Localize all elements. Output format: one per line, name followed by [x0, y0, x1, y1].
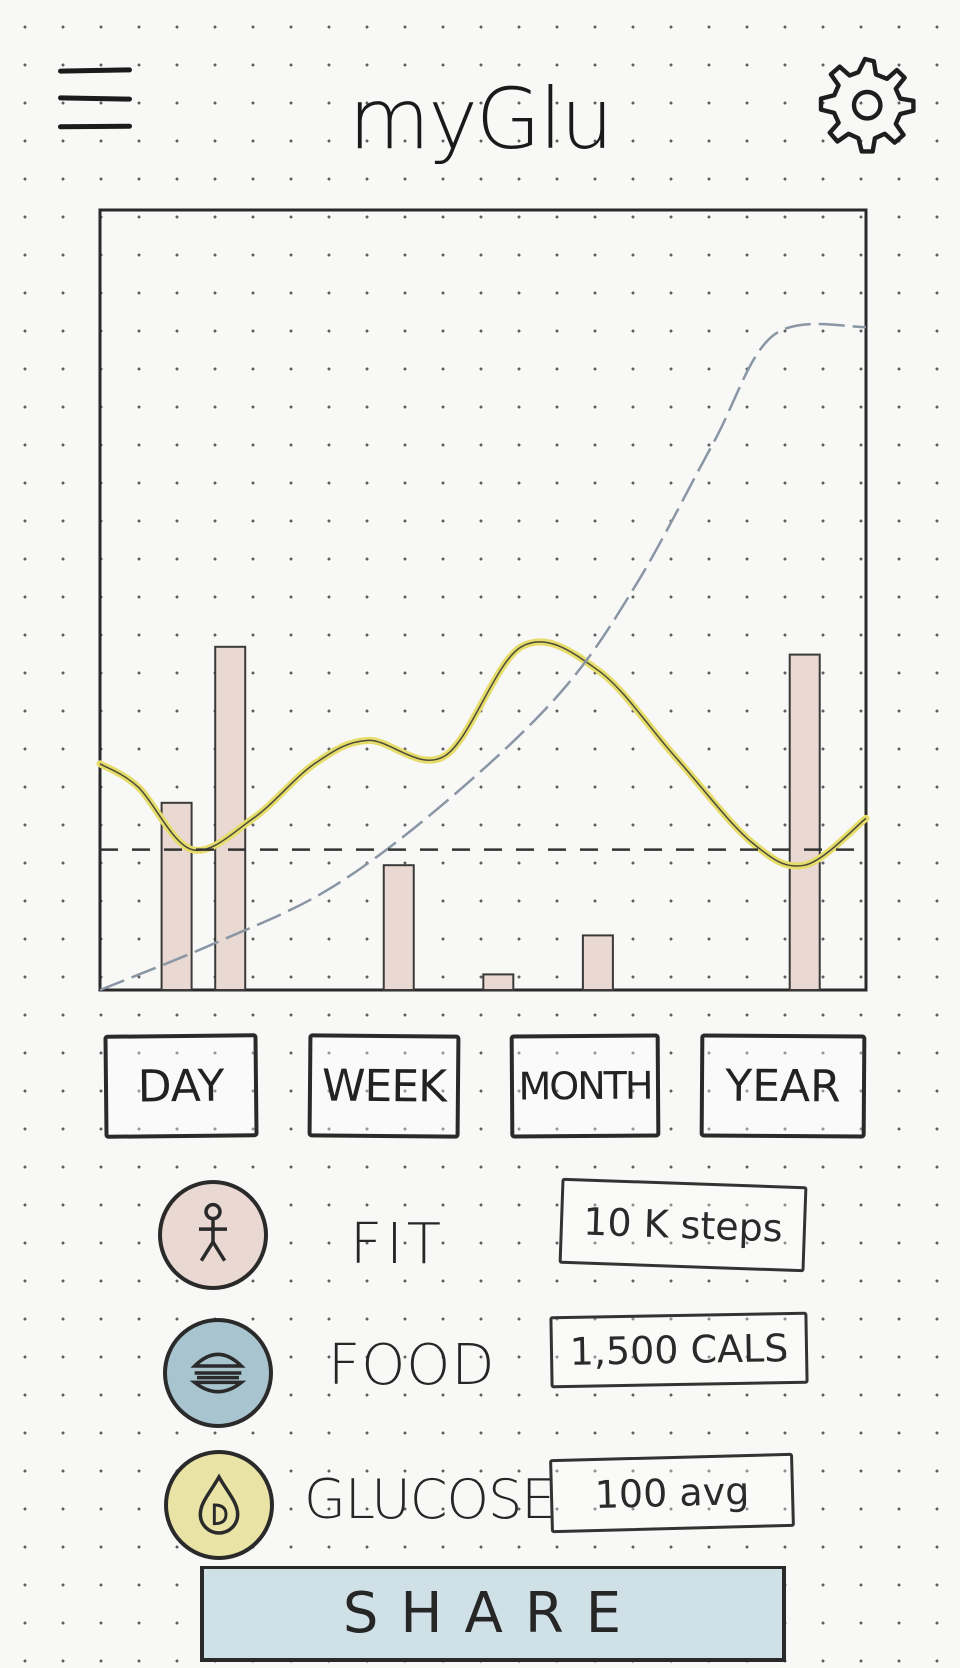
fit-label: FIT — [350, 1212, 445, 1277]
glucose-label: GLUCOSE — [304, 1468, 555, 1531]
blood-drop-graphic — [198, 1473, 240, 1535]
month-range-button[interactable]: MONTH — [509, 1033, 661, 1139]
glucose-value: 100 avg — [549, 1452, 795, 1534]
blood-drop-icon[interactable] — [164, 1450, 274, 1560]
trend-line — [99, 322, 867, 992]
gear-icon-graphic — [818, 56, 916, 154]
food-label: FOOD — [328, 1333, 496, 1398]
activity-bar — [214, 645, 247, 991]
gear-icon[interactable] — [810, 48, 920, 158]
day-range-button[interactable]: DAY — [103, 1033, 259, 1139]
activity-bar — [581, 934, 614, 992]
activity-bar — [482, 973, 515, 992]
stick-figure-icon[interactable] — [158, 1180, 268, 1290]
activity-bar — [788, 653, 821, 991]
stick-figure-graphic — [199, 1202, 227, 1262]
fit-value: 10 K steps — [558, 1177, 808, 1273]
burger-graphic — [189, 1352, 247, 1394]
burger-icon[interactable] — [163, 1318, 273, 1428]
glucose-activity-chart — [96, 208, 870, 992]
year-range-button[interactable]: YEAR — [699, 1033, 867, 1139]
share-button[interactable]: SHARE — [200, 1566, 786, 1662]
app-title: myGlu — [348, 70, 613, 168]
glucose-line-outline — [99, 641, 867, 867]
activity-bar — [382, 864, 415, 992]
week-range-button[interactable]: WEEK — [307, 1033, 461, 1139]
food-value: 1,500 CALS — [549, 1311, 809, 1389]
